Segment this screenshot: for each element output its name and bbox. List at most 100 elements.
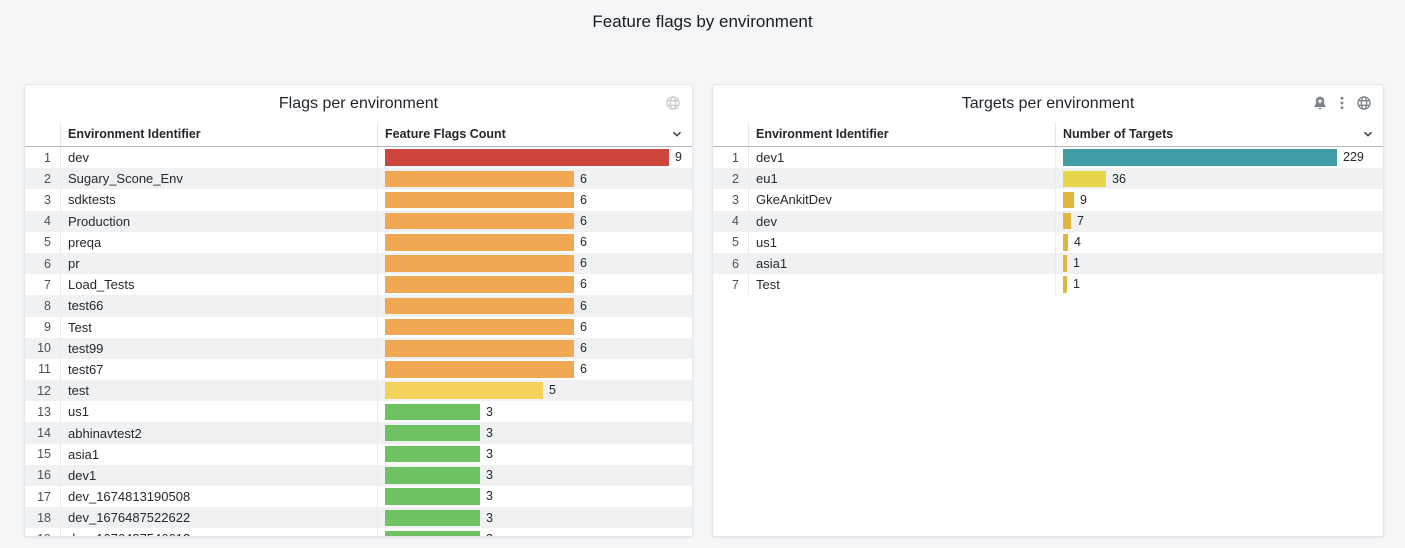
value-cell: 3 bbox=[378, 507, 692, 528]
row-index: 16 bbox=[25, 464, 61, 486]
value-bar bbox=[1063, 170, 1106, 188]
value-cell: 3 bbox=[378, 422, 692, 443]
table-row: 6 asia1 1 bbox=[713, 252, 1383, 275]
table-row: 12 test 5 bbox=[25, 380, 692, 402]
row-index: 4 bbox=[25, 210, 61, 232]
column-header-feature-flags-count[interactable]: Feature Flags Count bbox=[385, 127, 506, 141]
value-bar bbox=[385, 361, 574, 378]
value-cell: 6 bbox=[378, 232, 692, 253]
value-label: 6 bbox=[580, 256, 587, 271]
table-body: 1 dev 9 2 Sugary_Scone_Env 6 3 sdktests 6 4 Produc… bbox=[25, 147, 692, 536]
value-label: 1 bbox=[1073, 256, 1080, 271]
value-bar bbox=[385, 488, 480, 505]
environment-identifier-cell: dev bbox=[61, 147, 378, 169]
table-row: 8 test66 6 bbox=[25, 295, 692, 317]
table-row: 17 dev_1674813190508 3 bbox=[25, 486, 692, 508]
panel-targets-per-environment: Targets per environment bbox=[712, 84, 1384, 537]
value-bar bbox=[385, 318, 574, 336]
chevron-down-icon[interactable] bbox=[1361, 127, 1375, 144]
value-bar bbox=[385, 191, 574, 209]
value-cell: 6 bbox=[378, 211, 692, 232]
value-cell: 1 bbox=[1056, 274, 1383, 295]
environment-identifier-cell: dev1 bbox=[61, 464, 378, 486]
table-header: Environment Identifier Number of Targets bbox=[713, 122, 1383, 147]
row-index: 3 bbox=[713, 189, 749, 211]
row-index: 11 bbox=[25, 358, 61, 381]
value-cell: 6 bbox=[378, 168, 692, 189]
table-row: 4 Production 6 bbox=[25, 210, 692, 232]
value-label: 4 bbox=[1074, 235, 1081, 250]
chevron-down-icon[interactable] bbox=[670, 127, 684, 144]
row-index: 5 bbox=[25, 231, 61, 253]
panel-title[interactable]: Targets per environment bbox=[961, 94, 1135, 112]
environment-identifier-cell: us1 bbox=[61, 401, 378, 423]
value-label: 6 bbox=[580, 213, 587, 228]
globe-icon[interactable] bbox=[665, 95, 681, 111]
value-label: 6 bbox=[580, 362, 587, 377]
table-header: Environment Identifier Feature Flags Cou… bbox=[25, 122, 692, 147]
value-cell: 3 bbox=[378, 401, 692, 422]
table-row: 2 eu1 36 bbox=[713, 168, 1383, 190]
value-cell: 6 bbox=[378, 359, 692, 380]
globe-icon[interactable] bbox=[1356, 95, 1372, 111]
value-label: 6 bbox=[580, 235, 587, 250]
row-index: 14 bbox=[25, 422, 61, 444]
table-row: 14 abhinavtest2 3 bbox=[25, 422, 692, 444]
value-bar bbox=[385, 467, 480, 484]
value-cell: 229 bbox=[1056, 147, 1383, 168]
column-header-number-of-targets[interactable]: Number of Targets bbox=[1063, 127, 1174, 141]
environment-identifier-cell: dev_1676487546612 bbox=[61, 528, 378, 536]
value-cell: 5 bbox=[378, 380, 692, 401]
value-cell: 9 bbox=[378, 147, 692, 168]
column-header-environment-identifier[interactable]: Environment Identifier bbox=[61, 122, 378, 146]
row-index: 2 bbox=[25, 168, 61, 190]
value-cell: 6 bbox=[378, 253, 692, 274]
value-bar bbox=[1063, 212, 1071, 230]
panel-icons bbox=[1312, 95, 1372, 111]
value-bar bbox=[385, 382, 543, 399]
value-bar bbox=[385, 149, 669, 166]
value-label: 3 bbox=[486, 446, 493, 461]
value-label: 3 bbox=[486, 468, 493, 483]
value-label: 3 bbox=[486, 425, 493, 440]
value-bar bbox=[1063, 234, 1068, 251]
value-cell: 36 bbox=[1056, 168, 1383, 189]
row-index: 2 bbox=[713, 168, 749, 190]
value-label: 3 bbox=[486, 489, 493, 504]
value-cell: 4 bbox=[1056, 232, 1383, 253]
environment-identifier-cell: sdktests bbox=[61, 189, 378, 211]
column-header-environment-identifier[interactable]: Environment Identifier bbox=[749, 122, 1056, 146]
value-bar bbox=[1063, 276, 1067, 293]
value-cell: 9 bbox=[1056, 189, 1383, 210]
value-label: 229 bbox=[1343, 150, 1364, 165]
value-label: 36 bbox=[1112, 171, 1126, 186]
row-index: 1 bbox=[25, 147, 61, 169]
table-row: 18 dev_1676487522622 3 bbox=[25, 507, 692, 529]
row-index: 6 bbox=[25, 252, 61, 275]
table-row: 4 dev 7 bbox=[713, 210, 1383, 232]
environment-identifier-cell: us1 bbox=[749, 231, 1056, 253]
table-row: 11 test67 6 bbox=[25, 358, 692, 381]
environment-identifier-cell: Production bbox=[61, 210, 378, 232]
environment-identifier-cell: dev_1674813190508 bbox=[61, 486, 378, 508]
bell-plus-icon[interactable] bbox=[1312, 95, 1328, 111]
environment-identifier-cell: test67 bbox=[61, 358, 378, 381]
panel-header: Flags per environment bbox=[25, 85, 692, 122]
table-row: 7 Load_Tests 6 bbox=[25, 274, 692, 296]
table-row: 3 sdktests 6 bbox=[25, 189, 692, 211]
row-index: 17 bbox=[25, 486, 61, 508]
kebab-menu-icon[interactable] bbox=[1339, 95, 1345, 111]
row-index: 13 bbox=[25, 401, 61, 423]
panel-title[interactable]: Flags per environment bbox=[278, 94, 439, 112]
value-cell: 6 bbox=[378, 317, 692, 338]
row-index: 5 bbox=[713, 231, 749, 253]
value-cell: 3 bbox=[378, 444, 692, 465]
row-index: 9 bbox=[25, 316, 61, 338]
panel-flags-per-environment: Flags per environment Environment Identi… bbox=[24, 84, 693, 537]
environment-identifier-cell: dev bbox=[749, 210, 1056, 232]
value-label: 3 bbox=[486, 533, 493, 536]
panel-header: Targets per environment bbox=[713, 85, 1383, 122]
value-bar bbox=[385, 276, 574, 293]
value-cell: 3 bbox=[378, 486, 692, 507]
page-title: Feature flags by environment bbox=[592, 12, 813, 31]
